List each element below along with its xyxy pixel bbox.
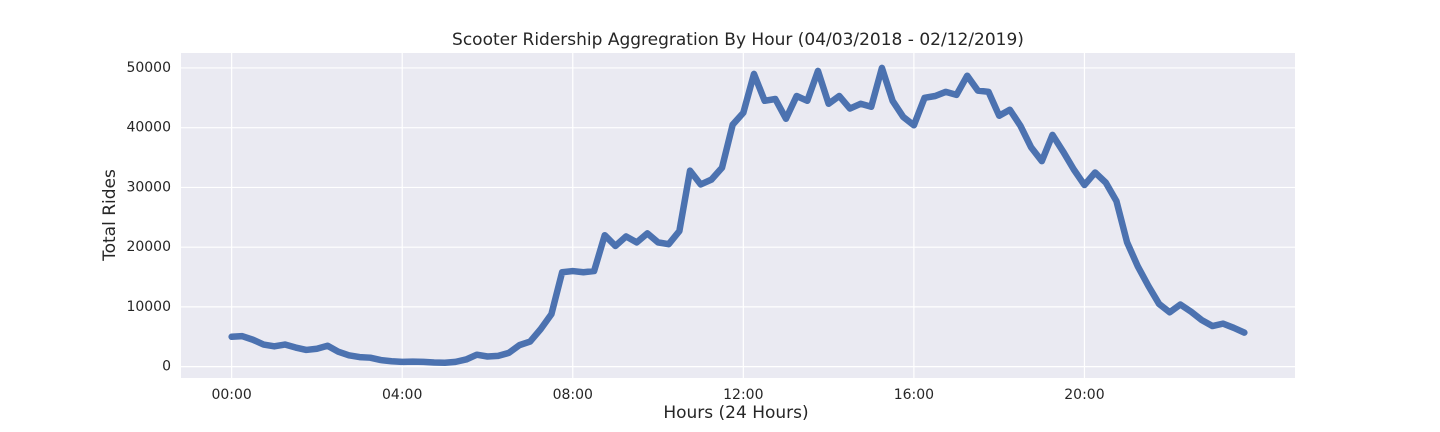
x-tick-label: 16:00: [894, 387, 934, 403]
y-tick-label: 50000: [126, 60, 171, 76]
x-tick-label: 00:00: [211, 387, 251, 403]
y-tick-label: 20000: [126, 239, 171, 255]
line: [228, 64, 1248, 367]
y-axis-label: Total Rides: [100, 169, 120, 262]
y-tick-label: 0: [162, 359, 171, 375]
y-tick-label: 10000: [126, 299, 171, 315]
x-tick-label: 04:00: [382, 387, 422, 403]
x-tick-label: 08:00: [553, 387, 593, 403]
x-tick-label: 12:00: [723, 387, 763, 403]
y-tick-label: 40000: [126, 120, 171, 136]
x-axis-label: Hours (24 Hours): [663, 403, 808, 423]
y-tick-label: 30000: [126, 179, 171, 195]
x-tick-label: 20:00: [1064, 387, 1104, 403]
chart-title: Scooter Ridership Aggregration By Hour (…: [452, 30, 1024, 50]
grid: [181, 53, 1295, 378]
plot-area: [181, 53, 1295, 378]
